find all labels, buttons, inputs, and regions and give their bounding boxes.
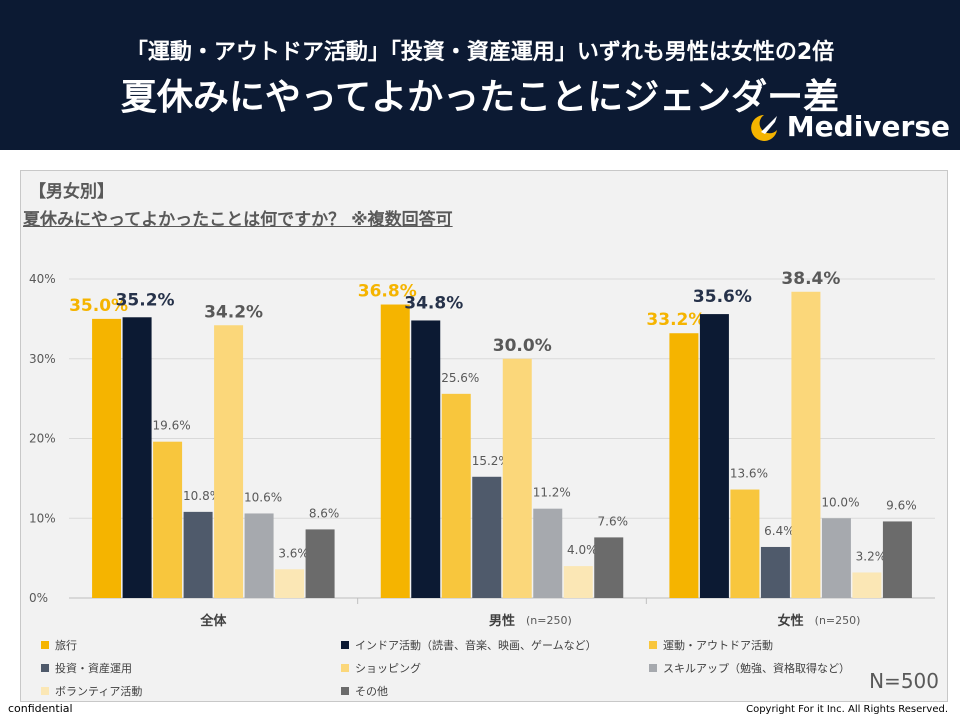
legend-swatch <box>41 641 49 649</box>
copyright-label: Copyright For it Inc. All Rights Reserve… <box>746 704 948 715</box>
bar <box>305 529 335 598</box>
legend-label: 投資・資産運用 <box>55 662 132 675</box>
data-label: 10.0% <box>821 495 859 509</box>
legend-swatch <box>649 664 657 672</box>
bar <box>502 358 532 598</box>
legend-swatch <box>341 687 349 695</box>
data-label: 34.8% <box>404 293 463 313</box>
logo-text: Mediverse <box>786 110 950 143</box>
data-label: 7.6% <box>598 514 629 528</box>
chart-question: 夏休みにやってよかったことは何ですか？ ※複数回答可 <box>23 210 453 230</box>
legend-label: ショッピング <box>355 662 421 675</box>
y-tick-label: 0% <box>29 591 48 605</box>
header-subtitle: 「運動・アウトドア活動」「投資・資産運用」いずれも男性は女性の2倍 <box>125 40 835 65</box>
bar <box>183 511 213 598</box>
y-tick-label: 20% <box>29 432 56 446</box>
bar <box>669 333 699 598</box>
bar <box>244 513 274 598</box>
bar <box>92 318 122 598</box>
legend-item: ショッピング <box>341 660 421 676</box>
bar <box>563 566 593 598</box>
data-label: 3.6% <box>278 546 309 560</box>
chart-panel: 【男女別】 夏休みにやってよかったことは何ですか？ ※複数回答可 0% 10% 20… <box>20 170 948 702</box>
section-tag: 【男女別】 <box>29 182 114 202</box>
data-label: 4.0% <box>567 543 598 557</box>
category-label: 女性 <box>778 613 804 629</box>
legend-swatch <box>341 664 349 672</box>
sample-size-label: N=500 <box>869 669 939 693</box>
bar <box>760 546 790 598</box>
bar <box>730 489 760 598</box>
legend-label: スキルアップ（勉強、資格取得など） <box>663 662 850 675</box>
header-banner: 「運動・アウトドア活動」「投資・資産運用」いずれも男性は女性の2倍 夏休みにやっ… <box>0 0 960 150</box>
confidential-label: confidential <box>8 702 73 715</box>
legend-item: 投資・資産運用 <box>41 660 132 676</box>
data-label: 8.6% <box>309 506 340 520</box>
data-label: 33.2% <box>646 310 705 330</box>
bar <box>214 325 244 598</box>
legend-item: インドア活動（読書、音楽、映画、ゲームなど） <box>341 637 597 653</box>
bar <box>441 393 471 598</box>
legend-label: 運動・アウトドア活動 <box>663 639 773 652</box>
bar <box>852 572 882 598</box>
data-label: 38.4% <box>781 269 840 289</box>
bar <box>275 569 305 598</box>
data-label: 10.6% <box>244 490 282 504</box>
data-label: 35.6% <box>693 287 752 307</box>
bar <box>153 441 183 598</box>
data-label: 13.6% <box>730 467 768 481</box>
legend-label: 旅行 <box>55 639 77 652</box>
bar <box>122 317 152 598</box>
legend-item: その他 <box>341 683 388 699</box>
bar <box>380 304 410 598</box>
data-label: 3.2% <box>856 549 887 563</box>
data-label: 11.2% <box>533 486 571 500</box>
data-label: 25.6% <box>441 371 479 385</box>
data-label: 6.4% <box>764 524 795 538</box>
bar <box>882 521 912 598</box>
category-label: 男性 <box>489 613 515 629</box>
data-label: 35.0% <box>69 296 128 316</box>
category-label: 全体 <box>199 613 227 629</box>
y-tick-label: 10% <box>29 511 56 525</box>
legend-item: 旅行 <box>41 637 77 653</box>
legend-item: 運動・アウトドア活動 <box>649 637 773 653</box>
page-title: 夏休みにやってよかったことにジェンダー差 <box>120 77 840 118</box>
bar <box>533 508 563 598</box>
category-note: (n=250) <box>526 614 572 627</box>
brand-logo: Mediverse <box>747 110 950 143</box>
legend-swatch <box>341 641 349 649</box>
legend-label: その他 <box>355 685 388 698</box>
legend-item: ボランティア活動 <box>41 683 142 699</box>
data-label: 19.6% <box>153 419 191 433</box>
bar <box>411 320 441 598</box>
legend-label: ボランティア活動 <box>55 685 143 698</box>
data-label: 10.8% <box>183 489 221 503</box>
bar-chart: 0% 10% 20% 30% 40% 35.0%35.2% 19.6% 10.8% 34.2% 1… <box>29 269 935 629</box>
data-label: 30.0% <box>493 336 552 356</box>
bar <box>791 291 821 598</box>
legend-item: スキルアップ（勉強、資格取得など） <box>649 660 850 676</box>
bar <box>472 476 502 598</box>
data-label: 15.2% <box>472 454 510 468</box>
data-label: 36.8% <box>358 282 417 302</box>
data-label: 35.2% <box>116 290 175 310</box>
data-label: 34.2% <box>204 302 263 322</box>
category-note: (n=250) <box>815 614 861 627</box>
data-label: 9.6% <box>886 498 917 512</box>
y-tick-label: 40% <box>29 272 56 286</box>
bar <box>699 314 729 598</box>
legend-label: インドア活動（読書、音楽、映画、ゲームなど） <box>355 639 597 652</box>
bar <box>821 518 851 598</box>
legend-swatch <box>41 687 49 695</box>
moon-rocket-icon <box>750 114 777 141</box>
legend-swatch <box>41 664 49 672</box>
bar <box>594 537 624 598</box>
y-tick-label: 30% <box>29 352 56 366</box>
legend-swatch <box>649 641 657 649</box>
